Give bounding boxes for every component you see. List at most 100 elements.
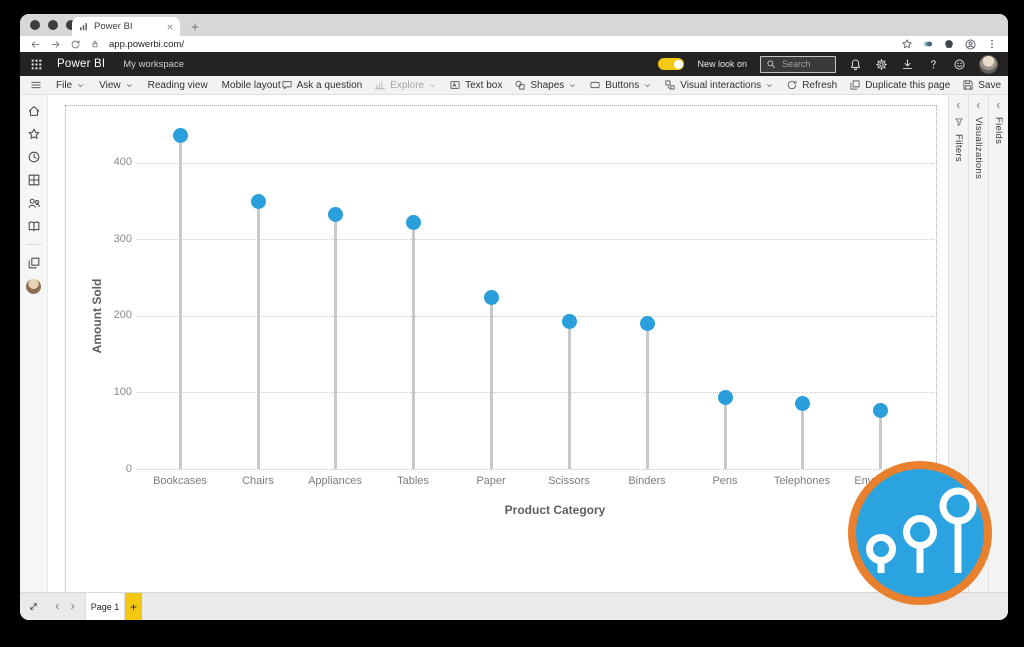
menu-item-view[interactable]: View bbox=[99, 80, 134, 91]
menu-item-label: Buttons bbox=[605, 79, 640, 91]
panel-fields[interactable]: Fields bbox=[988, 95, 1008, 592]
download-icon[interactable] bbox=[901, 58, 914, 71]
tab-title: Power BI bbox=[94, 21, 133, 32]
save-icon bbox=[962, 79, 974, 91]
bookmark-star-icon[interactable] bbox=[901, 38, 913, 50]
rail-home-icon[interactable] bbox=[27, 104, 41, 118]
page-tab[interactable]: Page 1 bbox=[85, 593, 125, 620]
panel-label: Filters bbox=[953, 134, 964, 162]
rail-pages-icon[interactable] bbox=[27, 256, 41, 270]
menu-item-save[interactable]: Save bbox=[962, 79, 1001, 91]
menu-item-shapes[interactable]: Shapes bbox=[514, 79, 577, 91]
user-avatar[interactable] bbox=[979, 54, 998, 74]
rail-grid-icon[interactable] bbox=[27, 173, 41, 187]
back-icon[interactable] bbox=[30, 39, 41, 50]
shapes-icon bbox=[514, 79, 526, 91]
settings-gear-icon[interactable] bbox=[875, 58, 888, 71]
menu-item-duplicate-this-page[interactable]: Duplicate this page bbox=[849, 79, 950, 91]
menu-item-visual-interactions[interactable]: Visual interactions bbox=[664, 79, 774, 91]
menu-item-refresh[interactable]: Refresh bbox=[786, 79, 837, 91]
product-name: Power BI bbox=[57, 58, 106, 70]
tab-close-icon[interactable] bbox=[166, 23, 174, 31]
browser-tab[interactable]: Power BI bbox=[72, 17, 180, 36]
window-close-button[interactable] bbox=[30, 20, 40, 30]
menu-item-file[interactable]: File bbox=[56, 80, 85, 91]
powerbi-favicon-icon bbox=[78, 21, 89, 32]
rail-divider bbox=[25, 244, 42, 245]
report-canvas[interactable] bbox=[48, 95, 948, 592]
browser-profile-icon[interactable] bbox=[964, 38, 977, 51]
chevron-down-icon bbox=[643, 81, 652, 90]
chat-icon bbox=[281, 79, 293, 91]
rail-star-icon[interactable] bbox=[27, 127, 41, 141]
report-menu-bar: File View Reading view Mobile layout Ask a … bbox=[20, 76, 1008, 95]
new-look-label: New look on bbox=[697, 59, 747, 69]
lollipop-badge bbox=[848, 461, 992, 605]
lock-icon bbox=[90, 39, 100, 49]
extension-icon-1[interactable] bbox=[922, 38, 934, 50]
powerbi-top-bar: Power BI My workspace New look on bbox=[20, 52, 1008, 76]
new-tab-icon[interactable] bbox=[190, 22, 200, 32]
menu-item-label: Text box bbox=[465, 79, 503, 91]
help-question-icon[interactable] bbox=[927, 58, 940, 71]
right-panels: Filters Visualizations Fields bbox=[948, 95, 1008, 592]
menu-item-explore[interactable]: Explore bbox=[374, 79, 437, 91]
chevron-down-icon bbox=[428, 81, 437, 90]
chevron-left-icon[interactable] bbox=[994, 101, 1003, 110]
menu-item-buttons[interactable]: Buttons bbox=[589, 79, 652, 91]
rail-book-icon[interactable] bbox=[27, 219, 41, 233]
expand-canvas-icon[interactable] bbox=[28, 601, 39, 612]
search-input[interactable] bbox=[780, 58, 830, 70]
workspace-name[interactable]: My workspace bbox=[123, 58, 184, 70]
chevron-left-icon[interactable] bbox=[974, 101, 983, 110]
browser-window: Power BI app.powerbi.com/ Power BI My wo… bbox=[20, 14, 1008, 620]
forward-icon[interactable] bbox=[50, 39, 61, 50]
next-page-icon[interactable] bbox=[68, 602, 77, 611]
menu-item-ask-a-question[interactable]: Ask a question bbox=[281, 79, 362, 91]
panel-label: Visualizations bbox=[973, 117, 984, 180]
chevron-down-icon bbox=[568, 81, 577, 90]
feedback-smiley-icon[interactable] bbox=[953, 58, 966, 71]
left-nav-rail bbox=[20, 95, 48, 592]
menu-item-label: File bbox=[56, 79, 73, 91]
menu-item-mobile-layout[interactable]: Mobile layout bbox=[222, 80, 281, 91]
refresh-icon bbox=[786, 79, 798, 91]
new-look-toggle[interactable] bbox=[658, 58, 685, 70]
menu-item-reading-view[interactable]: Reading view bbox=[148, 80, 208, 91]
rail-people-icon[interactable] bbox=[27, 196, 41, 210]
window-minimize-button[interactable] bbox=[48, 20, 58, 30]
menu-item-text-box[interactable]: Text box bbox=[449, 79, 502, 91]
reload-icon[interactable] bbox=[70, 39, 81, 50]
chevron-down-icon bbox=[76, 81, 85, 90]
url-text[interactable]: app.powerbi.com/ bbox=[109, 38, 184, 50]
menu-item-label: Explore bbox=[390, 79, 425, 91]
rail-clock-icon[interactable] bbox=[27, 150, 41, 164]
search-box bbox=[760, 55, 836, 73]
duplicate-icon bbox=[849, 79, 861, 91]
panel-filters[interactable]: Filters bbox=[948, 95, 968, 592]
textbox-icon bbox=[449, 79, 461, 91]
window-zoom-button[interactable] bbox=[66, 20, 76, 30]
chevron-down-icon bbox=[125, 81, 134, 90]
funnel-icon bbox=[954, 117, 964, 127]
page-bar: Page 1 + bbox=[20, 592, 1008, 620]
menu-item-label: Mobile layout bbox=[221, 79, 281, 91]
browser-menu-icon[interactable] bbox=[986, 38, 998, 50]
menu-item-label: Reading view bbox=[147, 79, 208, 91]
extension-icon-2[interactable] bbox=[943, 38, 955, 50]
buttons-icon bbox=[589, 79, 601, 91]
chevron-left-icon[interactable] bbox=[954, 101, 963, 110]
interactions-icon bbox=[664, 79, 676, 91]
hamburger-icon[interactable] bbox=[30, 79, 42, 91]
add-page-button[interactable]: + bbox=[125, 593, 142, 620]
prev-page-icon[interactable] bbox=[53, 602, 62, 611]
menu-item-label: Duplicate this page bbox=[865, 79, 951, 91]
waffle-menu-icon[interactable] bbox=[30, 58, 43, 71]
menu-item-label: Save bbox=[978, 79, 1002, 91]
browser-tab-strip: Power BI bbox=[20, 14, 1008, 36]
rail-workspace-avatar[interactable] bbox=[26, 279, 41, 294]
panel-visualizations[interactable]: Visualizations bbox=[968, 95, 988, 592]
notifications-bell-icon[interactable] bbox=[849, 58, 862, 71]
menu-item-label: Visual interactions bbox=[680, 79, 762, 91]
explore-icon bbox=[374, 79, 386, 91]
